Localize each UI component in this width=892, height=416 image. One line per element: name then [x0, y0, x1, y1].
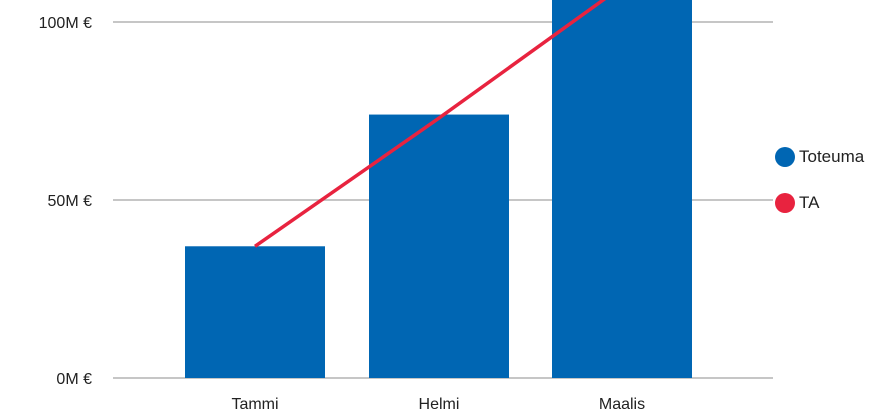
- x-axis-tick-labels: Tammi Helmi Maalis: [231, 396, 645, 413]
- x-tick-label: Maalis: [599, 396, 645, 413]
- x-tick-label: Helmi: [419, 396, 460, 413]
- line-series-ta: [253, 0, 607, 248]
- y-axis-tick-labels: 0M € 50M € 100M €: [39, 15, 92, 388]
- line-ta: [253, 0, 607, 248]
- legend-swatch-toteuma: [775, 147, 795, 167]
- legend-swatch-ta: [775, 193, 795, 213]
- legend: Toteuma TA: [775, 145, 864, 237]
- y-tick-label: 50M €: [48, 193, 93, 210]
- bar: [369, 114, 509, 378]
- y-tick-label: 100M €: [39, 15, 92, 32]
- bar: [185, 246, 325, 378]
- bar-series-toteuma: [185, 0, 692, 379]
- legend-item-ta[interactable]: TA: [775, 191, 864, 215]
- y-tick-label: 0M €: [56, 371, 92, 388]
- bar: [552, 0, 692, 379]
- legend-label-ta: TA: [799, 193, 820, 212]
- x-tick-label: Tammi: [231, 396, 278, 413]
- legend-item-toteuma[interactable]: Toteuma: [775, 145, 864, 169]
- legend-label-toteuma: Toteuma: [799, 147, 865, 166]
